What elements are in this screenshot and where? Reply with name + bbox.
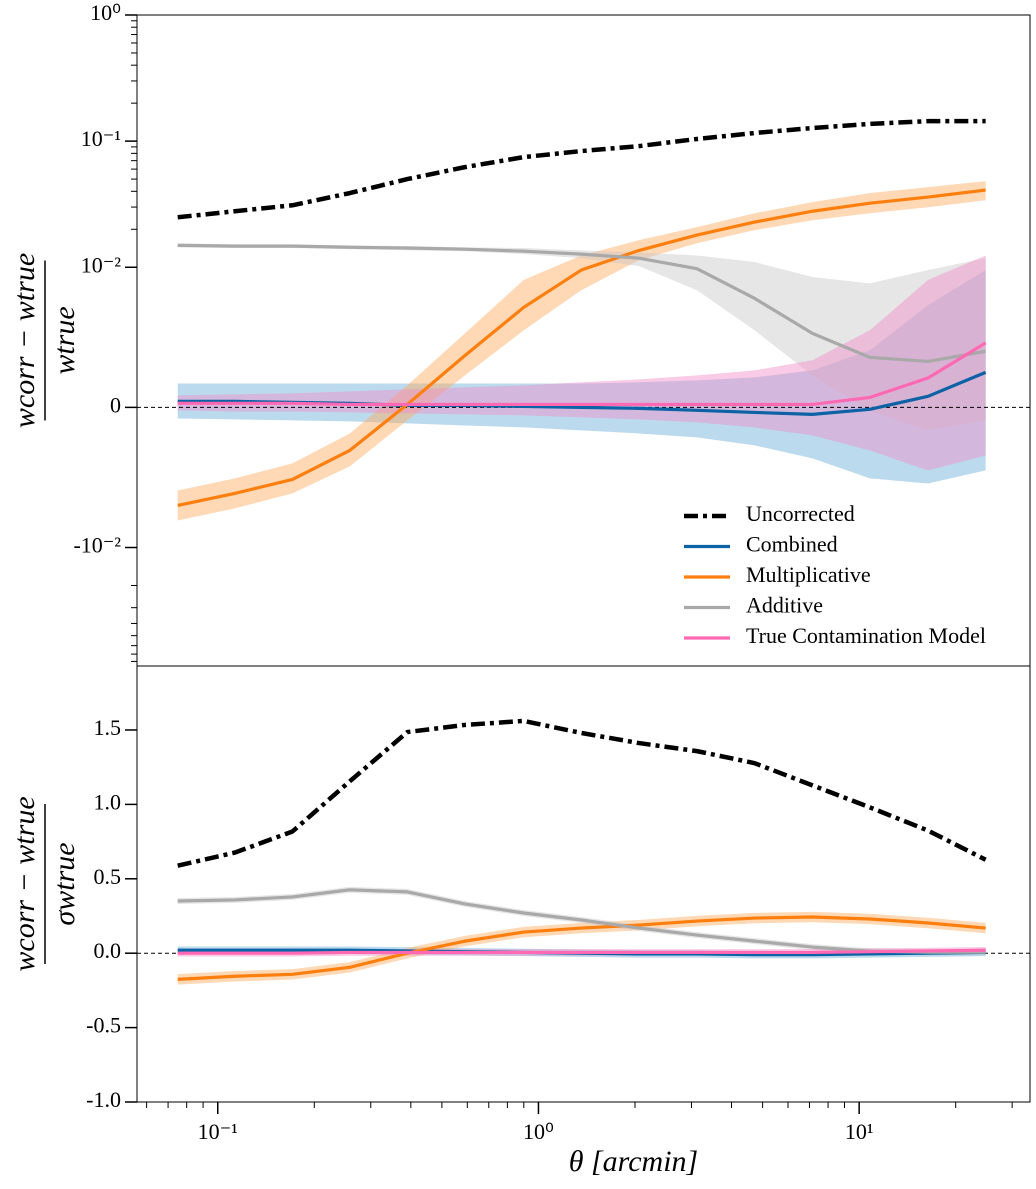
y-axis-label: wcorr − wtrue σwtrue: [8, 796, 81, 971]
series-line: [177, 243, 986, 364]
y-tick-label: 0.5: [94, 864, 122, 889]
x-tick-label: 10¹: [845, 1119, 874, 1144]
y-tick-label: 1.0: [94, 789, 122, 814]
legend-label: Multiplicative: [746, 562, 871, 587]
y-tick-label: 1.5: [94, 715, 122, 740]
error-band: [177, 911, 986, 985]
y-label-denominator: σwtrue: [48, 842, 81, 925]
y-label-denominator: wtrue: [48, 306, 81, 374]
x-axis-label: θ [arcmin]: [569, 1145, 698, 1178]
legend-label: Combined: [746, 532, 838, 557]
series-line: [177, 888, 986, 954]
legend-label: True Contamination Model: [746, 623, 986, 648]
error-band: [177, 181, 986, 521]
error-band: [177, 270, 986, 484]
series-line: [177, 118, 986, 220]
y-tick-label: 0.0: [94, 938, 122, 963]
series-line: [177, 718, 987, 868]
x-tick-label: 10⁻¹: [198, 1119, 238, 1144]
y-tick-label: -1.0: [86, 1087, 121, 1112]
series-line: [177, 948, 986, 955]
series-line: [177, 915, 986, 981]
legend-label: Additive: [746, 593, 823, 618]
series-line: [177, 188, 986, 508]
y-tick-label: -0.5: [86, 1013, 121, 1038]
y-tick-label: 0: [110, 392, 121, 417]
y-tick-label: 10⁰: [90, 0, 121, 25]
y-label-numerator: wcorr − wtrue: [8, 253, 41, 428]
y-tick-label: 10⁻²: [81, 252, 122, 277]
series-line: [177, 341, 987, 407]
error-band: [177, 255, 986, 471]
error-band: [177, 243, 986, 431]
y-axis-label: wcorr − wtrue wtrue: [8, 253, 81, 428]
x-tick-label: 10⁰: [523, 1119, 554, 1144]
y-label-numerator: wcorr − wtrue: [8, 796, 41, 971]
y-tick-label: 10⁻¹: [81, 126, 121, 151]
plot-frame: [136, 665, 1031, 1103]
legend-label: Uncorrected: [746, 501, 855, 526]
y-tick-label: -10⁻²: [73, 533, 121, 558]
